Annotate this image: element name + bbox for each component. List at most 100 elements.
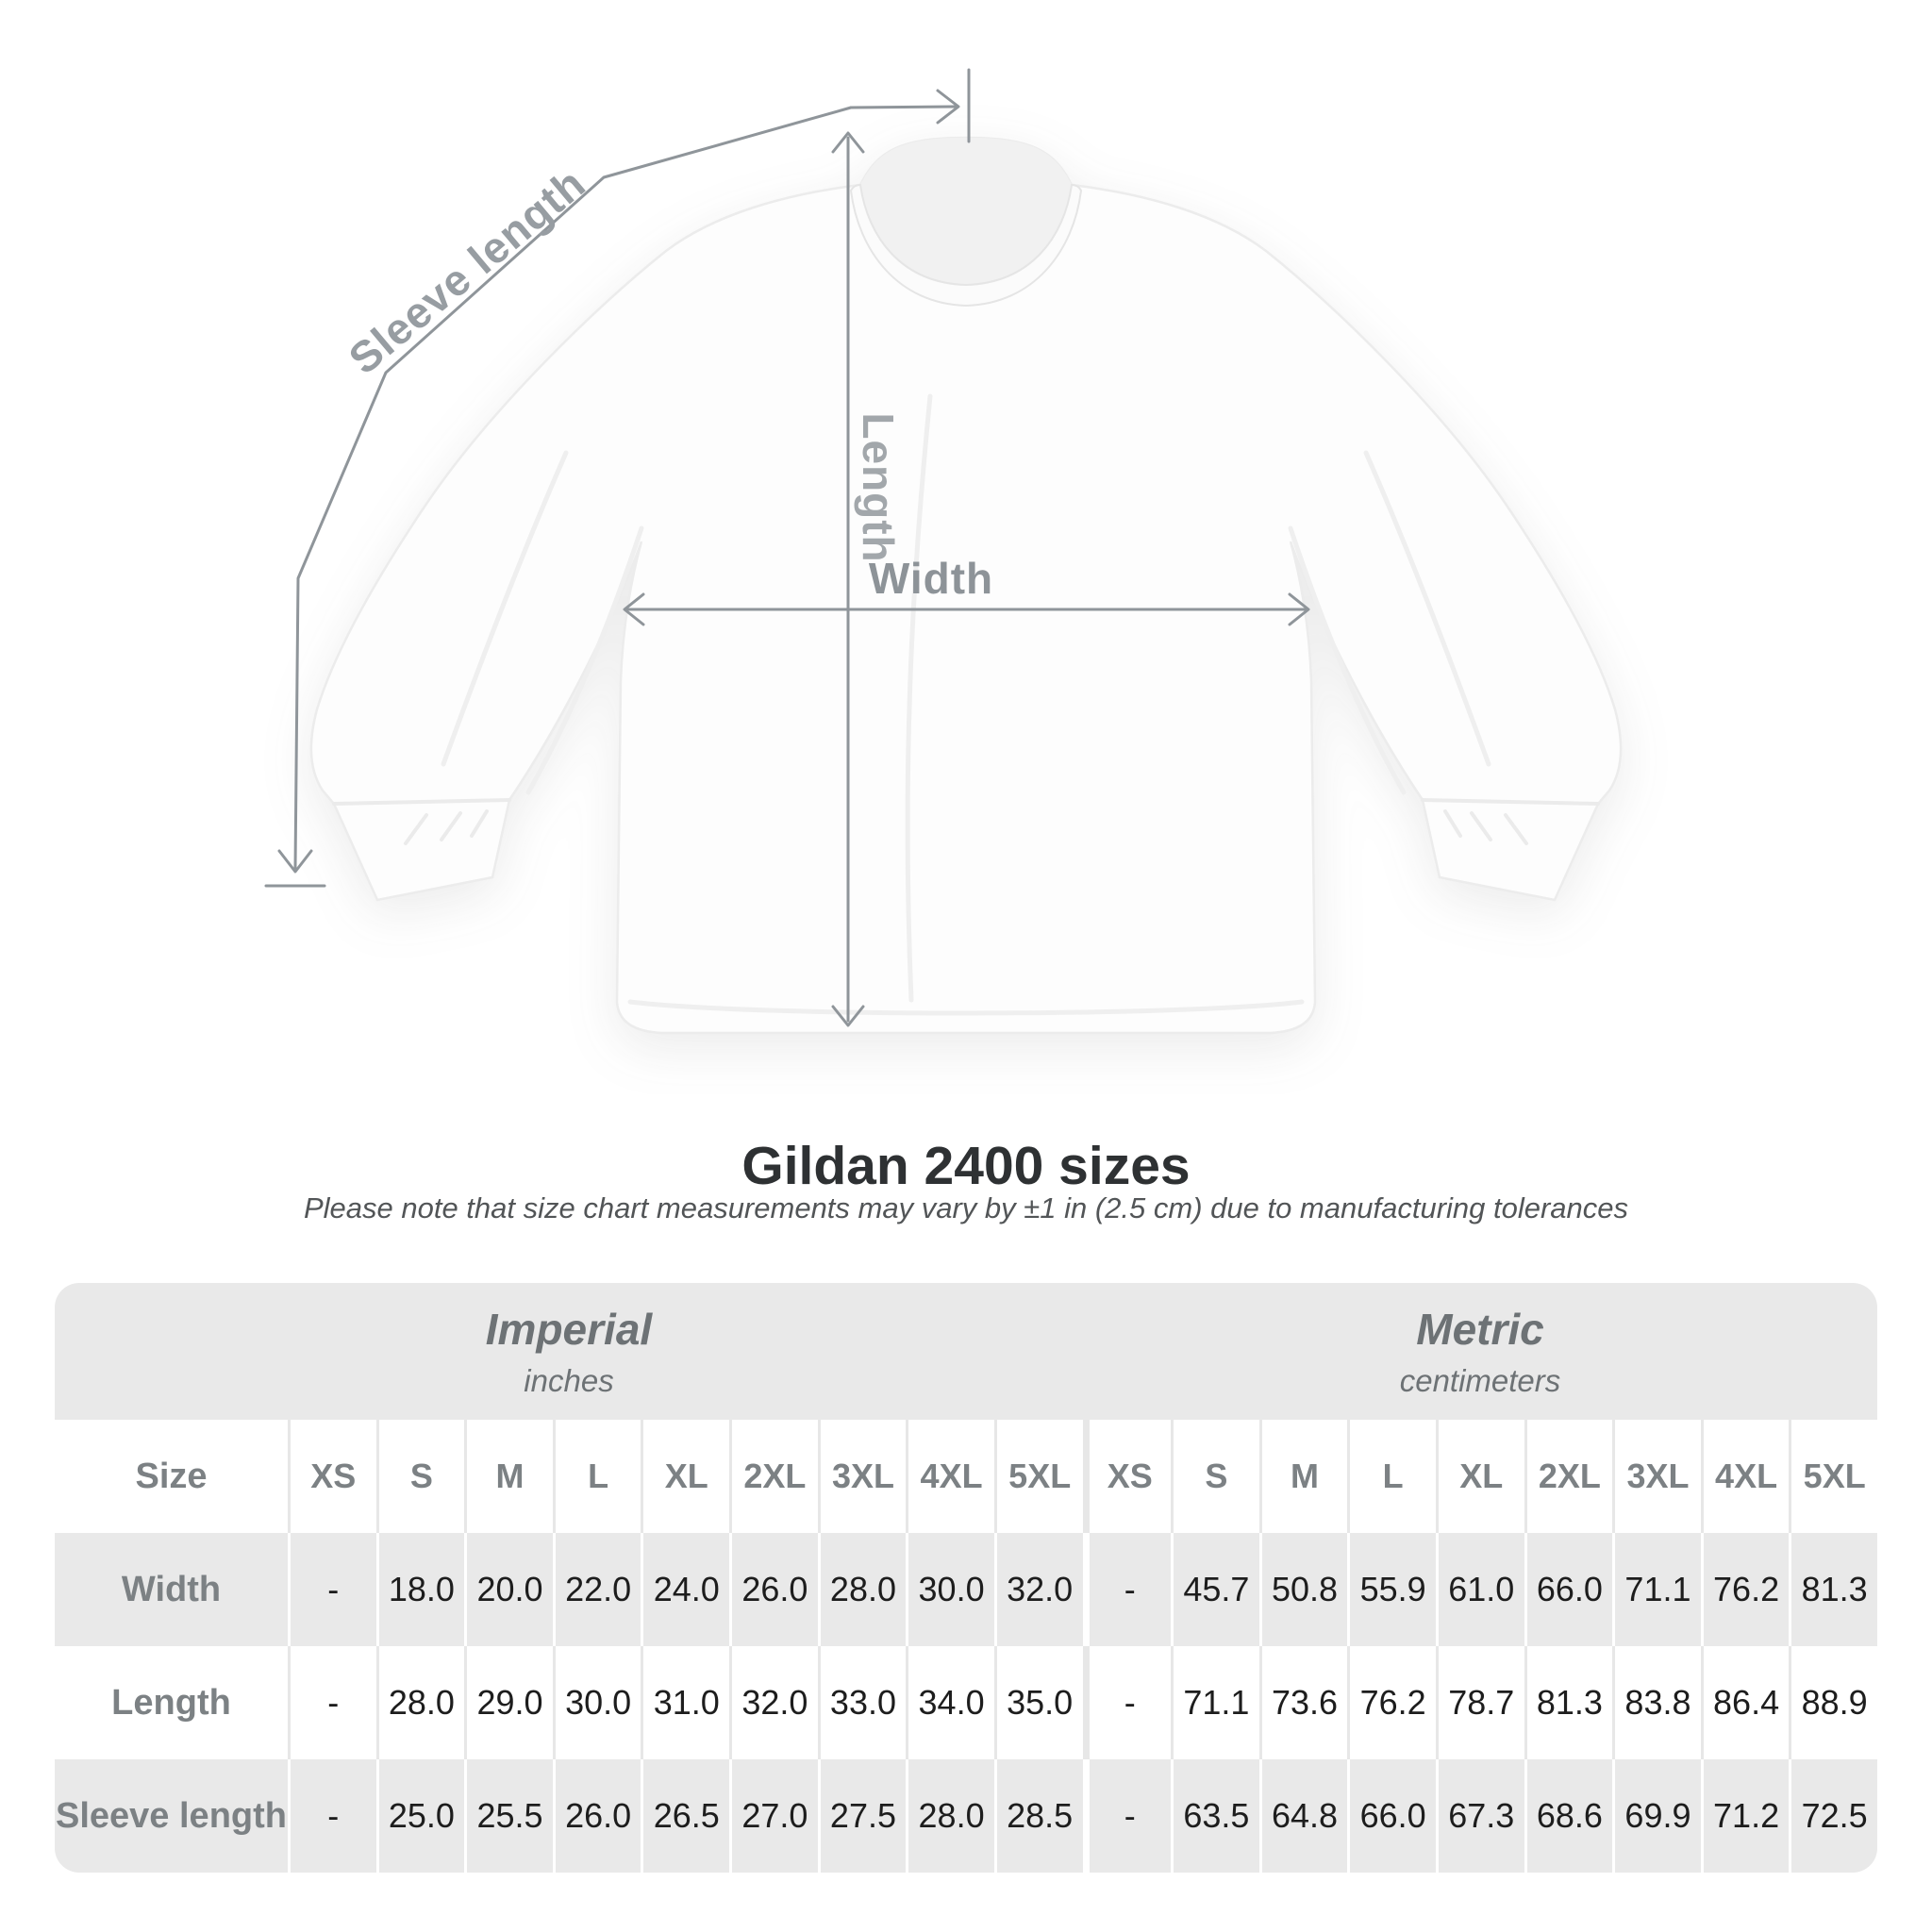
metric-unit-group: Metric centimeters xyxy=(1083,1283,1877,1420)
imperial-unit-group: Imperial inches xyxy=(55,1283,1083,1420)
cell-sleeve-length-metric-l: 66.0 xyxy=(1347,1759,1436,1873)
cell-sleeve-length-metric-4xl: 71.2 xyxy=(1700,1759,1790,1873)
cell-width-imperial-l: 22.0 xyxy=(552,1533,641,1646)
cell-length-imperial-m: 29.0 xyxy=(464,1646,553,1759)
cell-length-imperial-2xl: 32.0 xyxy=(729,1646,818,1759)
size-grid: Size XS S M L XL 2XL 3XL 4XL 5XL XS S M L XL 2XL 3XL 4XL 5… xyxy=(55,1420,1877,1873)
row-label-sleeve-length: Sleeve length xyxy=(55,1759,288,1873)
size-header-imperial-3xl: 3XL xyxy=(817,1420,907,1533)
size-header-imperial-4xl: 4XL xyxy=(906,1420,994,1533)
cell-sleeve-length-imperial-xl: 26.5 xyxy=(641,1759,730,1873)
cell-length-imperial-s: 28.0 xyxy=(375,1646,465,1759)
size-header-imperial-5xl: 5XL xyxy=(993,1420,1083,1533)
cell-sleeve-length-metric-xl: 67.3 xyxy=(1435,1759,1524,1873)
cell-width-imperial-3xl: 28.0 xyxy=(817,1533,907,1646)
cell-sleeve-length-imperial-5xl: 28.5 xyxy=(993,1759,1083,1873)
cell-length-metric-l: 76.2 xyxy=(1347,1646,1436,1759)
size-header-imperial-l: L xyxy=(552,1420,641,1533)
tolerance-note: Please note that size chart measurements… xyxy=(303,1191,1629,1224)
cell-width-imperial-xl: 24.0 xyxy=(641,1533,730,1646)
row-label-length: Length xyxy=(55,1646,288,1759)
size-header-metric-3xl: 3XL xyxy=(1612,1420,1701,1533)
cell-length-imperial-5xl: 35.0 xyxy=(993,1646,1083,1759)
page-title: Gildan 2400 sizes xyxy=(741,1136,1191,1196)
cell-length-imperial-xl: 31.0 xyxy=(641,1646,730,1759)
cell-width-imperial-s: 18.0 xyxy=(375,1533,465,1646)
long-sleeve-shirt-illustration xyxy=(264,68,1623,1035)
size-header-imperial-2xl: 2XL xyxy=(729,1420,818,1533)
cell-length-imperial-4xl: 34.0 xyxy=(906,1646,994,1759)
cell-sleeve-length-metric-s: 63.5 xyxy=(1171,1759,1259,1873)
cell-sleeve-length-metric-3xl: 69.9 xyxy=(1612,1759,1701,1873)
cell-length-imperial-l: 30.0 xyxy=(552,1646,641,1759)
cell-width-metric-xl: 61.0 xyxy=(1435,1533,1524,1646)
cell-width-metric-m: 50.8 xyxy=(1258,1533,1348,1646)
size-header-metric-xl: XL xyxy=(1435,1420,1524,1533)
size-header-metric-5xl: 5XL xyxy=(1789,1420,1877,1533)
shirt-body xyxy=(309,136,1623,1035)
cell-width-metric-2xl: 66.0 xyxy=(1524,1533,1613,1646)
size-table: Imperial inches Metric centimeters Size X… xyxy=(55,1283,1877,1873)
width-label: Width xyxy=(868,554,994,603)
cell-length-metric-xl: 78.7 xyxy=(1435,1646,1524,1759)
cell-length-metric-5xl: 88.9 xyxy=(1789,1646,1877,1759)
shirt-measurement-diagram: Sleeve length Length Width xyxy=(264,68,1623,1035)
cell-width-metric-5xl: 81.3 xyxy=(1789,1533,1877,1646)
length-label: Length xyxy=(854,412,903,563)
size-header-metric-s: S xyxy=(1171,1420,1259,1533)
cell-width-imperial-xs: - xyxy=(288,1533,376,1646)
cell-sleeve-length-imperial-4xl: 28.0 xyxy=(906,1759,994,1873)
cell-sleeve-length-metric-2xl: 68.6 xyxy=(1524,1759,1613,1873)
cell-sleeve-length-imperial-2xl: 27.0 xyxy=(729,1759,818,1873)
size-header-imperial-s: S xyxy=(375,1420,465,1533)
cell-sleeve-length-imperial-s: 25.0 xyxy=(375,1759,465,1873)
size-header-metric-l: L xyxy=(1347,1420,1436,1533)
cell-sleeve-length-imperial-3xl: 27.5 xyxy=(817,1759,907,1873)
cell-width-metric-l: 55.9 xyxy=(1347,1533,1436,1646)
cell-width-imperial-2xl: 26.0 xyxy=(729,1533,818,1646)
cell-sleeve-length-imperial-xs: - xyxy=(288,1759,376,1873)
cell-length-metric-s: 71.1 xyxy=(1171,1646,1259,1759)
collar-band xyxy=(849,183,1083,308)
cell-length-metric-4xl: 86.4 xyxy=(1700,1646,1790,1759)
cell-length-imperial-3xl: 33.0 xyxy=(817,1646,907,1759)
size-header-imperial-xs: XS xyxy=(288,1420,376,1533)
cell-length-metric-m: 73.6 xyxy=(1258,1646,1348,1759)
cell-width-metric-3xl: 71.1 xyxy=(1612,1533,1701,1646)
sleeve-length-arrow xyxy=(264,68,971,888)
length-arrow xyxy=(831,131,865,1027)
size-header-metric-2xl: 2XL xyxy=(1524,1420,1613,1533)
unit-band: Imperial inches Metric centimeters xyxy=(55,1283,1877,1420)
cell-sleeve-length-metric-5xl: 72.5 xyxy=(1789,1759,1877,1873)
size-column-header: Size xyxy=(55,1420,288,1533)
cell-sleeve-length-metric-xs: - xyxy=(1082,1759,1172,1873)
cell-sleeve-length-imperial-m: 25.5 xyxy=(464,1759,553,1873)
row-label-width: Width xyxy=(55,1533,288,1646)
cell-length-metric-3xl: 83.8 xyxy=(1612,1646,1701,1759)
cell-length-imperial-xs: - xyxy=(288,1646,376,1759)
cell-sleeve-length-metric-m: 64.8 xyxy=(1258,1759,1348,1873)
metric-label: Metric xyxy=(1416,1305,1544,1354)
size-header-metric-m: M xyxy=(1258,1420,1348,1533)
imperial-sublabel: inches xyxy=(524,1363,614,1398)
size-header-metric-4xl: 4XL xyxy=(1700,1420,1790,1533)
width-arrow xyxy=(623,592,1310,626)
cell-width-imperial-m: 20.0 xyxy=(464,1533,553,1646)
cell-sleeve-length-imperial-l: 26.0 xyxy=(552,1759,641,1873)
cell-width-imperial-5xl: 32.0 xyxy=(993,1533,1083,1646)
cell-length-metric-xs: - xyxy=(1082,1646,1172,1759)
cell-length-metric-2xl: 81.3 xyxy=(1524,1646,1613,1759)
size-header-metric-xs: XS xyxy=(1082,1420,1172,1533)
size-header-imperial-m: M xyxy=(464,1420,553,1533)
measurement-arrows xyxy=(264,68,1310,1027)
size-header-imperial-xl: XL xyxy=(641,1420,730,1533)
cuff-details xyxy=(332,798,1600,845)
imperial-label: Imperial xyxy=(485,1305,653,1354)
fabric-folds xyxy=(441,393,1491,1016)
cell-width-imperial-4xl: 30.0 xyxy=(906,1533,994,1646)
neck-opening xyxy=(860,138,1072,285)
cell-width-metric-4xl: 76.2 xyxy=(1700,1533,1790,1646)
cell-width-metric-s: 45.7 xyxy=(1171,1533,1259,1646)
metric-sublabel: centimeters xyxy=(1399,1363,1561,1398)
